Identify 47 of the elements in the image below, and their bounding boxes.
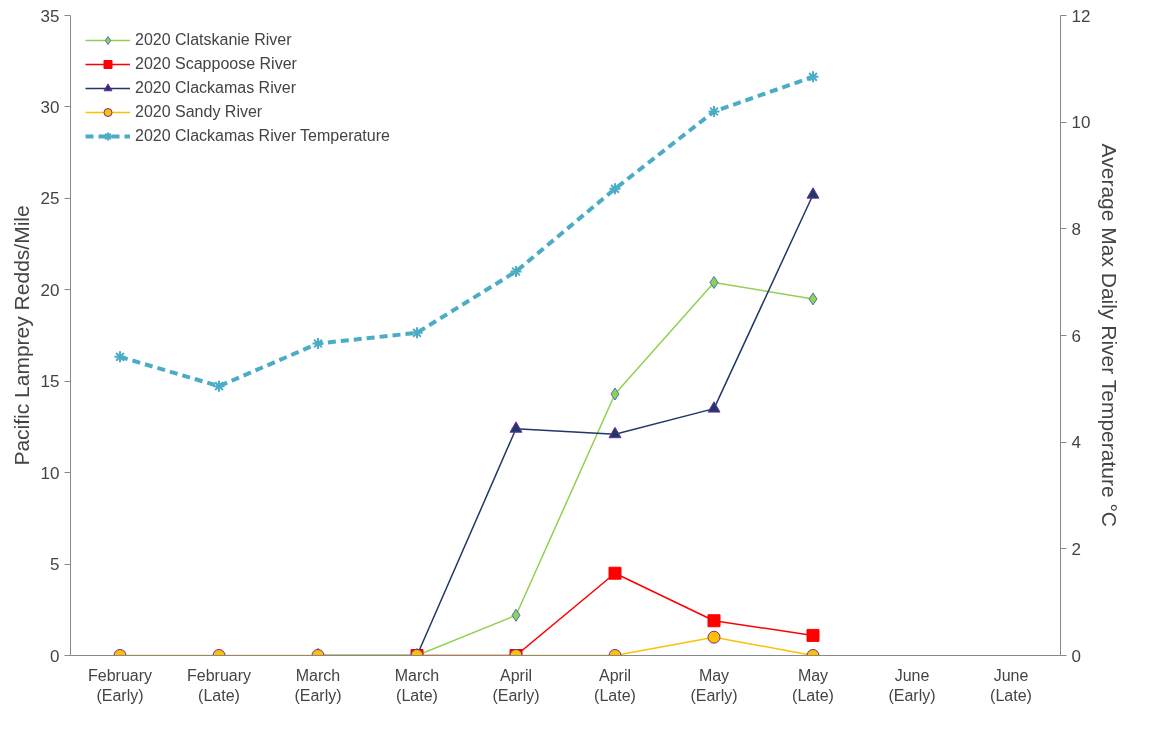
y-axis-title: Pacific Lamprey Redds/Mile [9, 205, 33, 466]
point [610, 387, 620, 401]
y2-tick-label: 8 [1071, 219, 1081, 239]
point [509, 265, 523, 278]
y2-tick-label: 4 [1071, 433, 1081, 453]
legend-label: 2020 Sandy River [135, 103, 263, 121]
y2-tick-label: 12 [1071, 6, 1091, 26]
point [212, 379, 226, 393]
x-tick-label: March (Early) [294, 666, 342, 704]
point [410, 326, 424, 340]
y2-tick-label: 6 [1071, 326, 1081, 346]
point [808, 292, 818, 306]
y-tick-label: 15 [40, 372, 60, 392]
y2-tick-label: 2 [1071, 539, 1081, 559]
y2-axis-title: Average Max Daily River Temperature °C [1098, 143, 1122, 528]
y2-tick-label: 0 [1071, 646, 1081, 666]
point [608, 182, 622, 196]
y-tick-label: 25 [40, 189, 60, 209]
point [608, 426, 622, 439]
point [806, 70, 820, 84]
point [806, 187, 820, 199]
legend-label: 2020 Clackamas River Temperature [135, 127, 390, 145]
legend-label: 2020 Clatskanie River [135, 31, 292, 49]
point [509, 421, 523, 433]
y-tick-label: 0 [50, 646, 60, 666]
point [707, 401, 721, 413]
y-tick-label: 5 [50, 555, 60, 575]
x-tick-label: April (Late) [594, 666, 636, 704]
y2-tick-label: 10 [1071, 113, 1091, 133]
y-tick-label: 30 [40, 97, 60, 117]
x-tick-label: February (Late) [186, 666, 252, 704]
x-tick-label: April (Early) [492, 666, 540, 704]
x-tick-label: February (Early) [87, 666, 153, 704]
legend-label: 2020 Clackamas River [135, 79, 296, 97]
point [709, 275, 719, 289]
point [113, 350, 127, 364]
legend-label: 2020 Scappoose River [135, 55, 297, 73]
x-tick-label: May (Early) [690, 666, 738, 704]
x-tick-label: May (Late) [792, 666, 834, 704]
y-tick-label: 35 [40, 6, 60, 26]
y-tick-label: 10 [40, 463, 60, 483]
point [311, 337, 325, 350]
y-tick-label: 20 [40, 280, 60, 300]
x-tick-label: June (Late) [990, 666, 1032, 704]
x-tick-label: June (Early) [888, 666, 936, 704]
point [707, 105, 721, 118]
x-tick-label: March (Late) [394, 666, 440, 704]
